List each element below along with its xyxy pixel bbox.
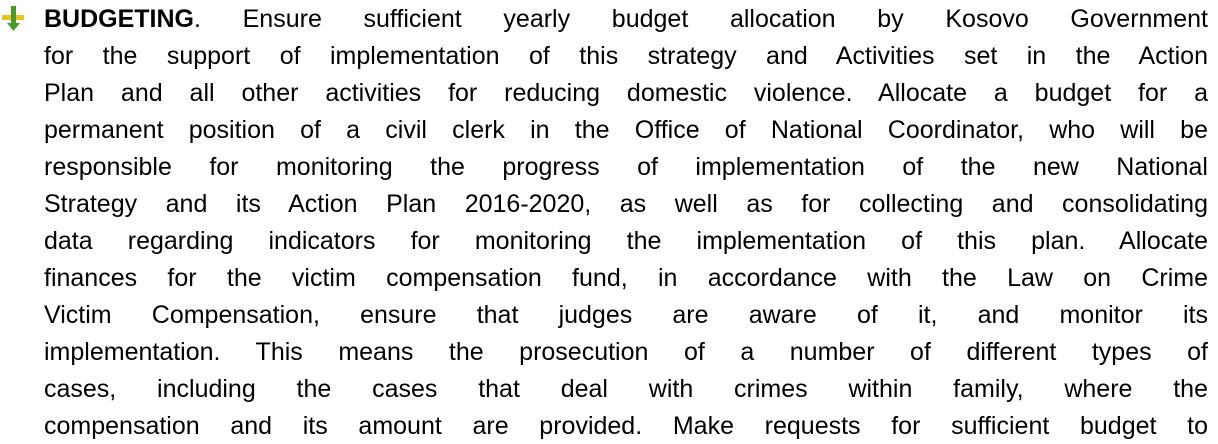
text-line: for the support of implementation of thi… [44, 42, 1208, 70]
heading: BUDGETING [44, 5, 194, 33]
text-line: compensation and its amount are provided… [44, 412, 1208, 440]
text: . Ensure sufficient yearly budget alloca… [194, 5, 1208, 33]
text-line: cases, including the cases that deal wit… [44, 375, 1208, 403]
text-line: Victim Compensation, ensure that judges … [44, 301, 1208, 329]
text-line: data regarding indicators for monitoring… [44, 227, 1208, 255]
text-line: responsible for monitoring the progress … [44, 153, 1208, 181]
text-line: Plan and all other activities for reduci… [44, 79, 1208, 107]
text-line: Strategy and its Action Plan 2016-2020, … [44, 190, 1208, 218]
bullet-icon [2, 6, 24, 31]
text-line: permanent position of a civil clerk in t… [44, 116, 1208, 144]
text-line: BUDGETING. Ensure sufficient yearly budg… [44, 4, 1208, 34]
text-line: finances for the victim compensation fun… [44, 264, 1208, 292]
text-line: implementation. This means the prosecuti… [44, 338, 1208, 366]
